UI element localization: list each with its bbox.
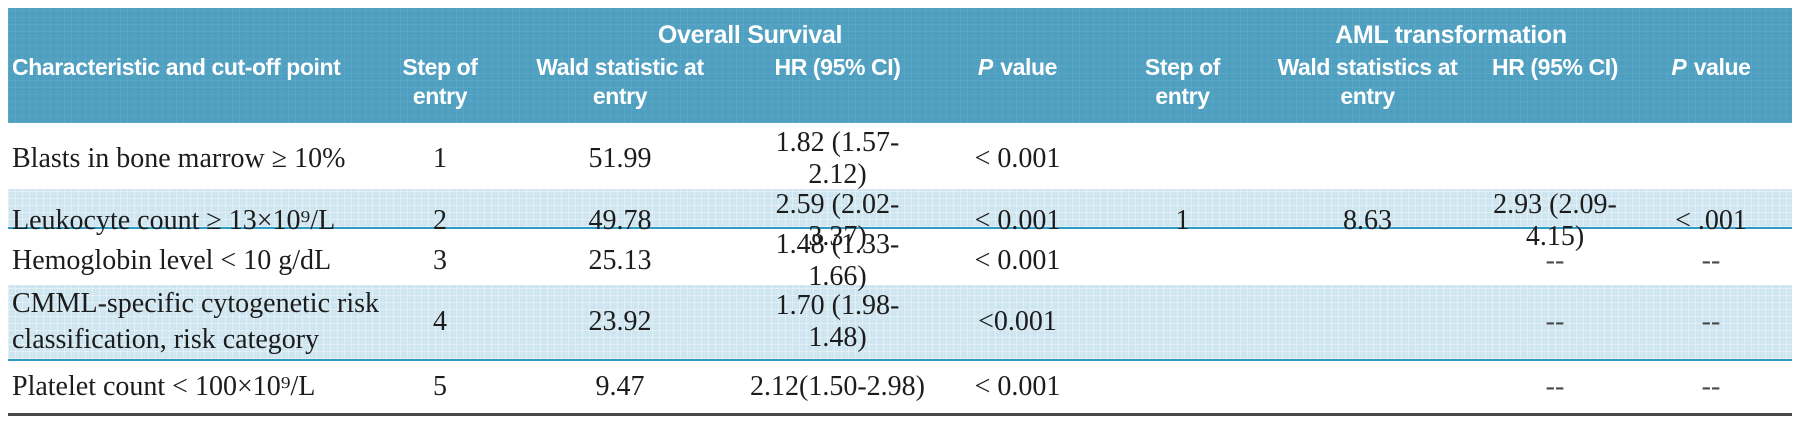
header-os-hr-ci: HR (95% CI) [774,54,901,80]
cell-os-hr: 2.59 (2.02-3.37) [775,189,900,252]
row-characteristic: Platelet count < 100×10⁹/L [12,370,316,402]
group-overall-survival: Overall Survival [657,21,843,49]
row-characteristic: Leukocyte count ≥ 13×10⁹/L [12,204,336,236]
cell-os-p: <0.001 [978,306,1057,337]
table-bottom-rule [8,413,1792,416]
header-aml-hr-ci: HR (95% CI) [1492,54,1618,80]
cell-os-p: < 0.001 [974,245,1061,276]
cell-aml-wald: 8.63 [1343,205,1392,236]
cell-os-p: < 0.001 [974,143,1061,174]
header-os-wald-statistic: Wald statistic at entry [536,54,704,109]
table-row: Hemoglobin level < 10 g/dL 3 25.13 1.48 … [8,229,1792,292]
header-characteristic: Characteristic and cut-off point [12,54,341,80]
cell-aml-p: -- [1701,371,1721,402]
cell-os-hr: 1.70 (1.98-1.48) [775,290,900,353]
row-characteristic: CMML-specific cytogenetic risk classific… [12,287,380,355]
header-os-step-of-entry: Step of entry [402,54,478,109]
cell-os-p: < 0.001 [974,371,1061,402]
header-aml-step-of-entry: Step of entry [1144,54,1221,109]
table-header: Overall Survival AML transformation Char… [8,8,1792,123]
cell-os-step: 2 [433,205,447,236]
cell-aml-p: < .001 [1675,205,1747,236]
cell-os-step: 5 [433,371,447,402]
group-header-row: Overall Survival AML transformation [8,8,1792,50]
cell-aml-hr: -- [1545,371,1565,402]
cell-aml-hr: 2.93 (2.09-4.15) [1493,189,1617,252]
table-row: CMML-specific cytogenetic risk classific… [8,285,1792,361]
cell-os-wald: 49.78 [588,205,652,236]
cell-os-hr: 2.12(1.50-2.98) [750,371,925,402]
cell-aml-hr: -- [1545,306,1565,337]
cell-os-p: < 0.001 [974,205,1061,236]
cell-os-wald: 9.47 [595,371,645,402]
cell-os-step: 4 [433,306,447,337]
row-characteristic: Blasts in bone marrow ≥ 10% [12,142,346,174]
column-header-row: Characteristic and cut-off point Step of… [8,50,1792,123]
header-aml-wald-statistics: Wald statistics at entry [1277,54,1458,109]
cell-os-wald: 25.13 [588,245,652,276]
table-row: Platelet count < 100×10⁹/L 5 9.47 2.12(1… [8,361,1792,413]
cell-os-step: 3 [433,245,447,276]
cell-os-wald: 23.92 [588,306,652,337]
cell-os-hr: 1.82 (1.57-2.12) [775,127,900,190]
row-characteristic: Hemoglobin level < 10 g/dL [12,244,332,276]
table-row: Leukocyte count ≥ 13×10⁹/L 2 49.78 2.59 … [8,189,1792,252]
cell-os-step: 1 [433,143,447,174]
cell-aml-step: 1 [1175,205,1190,236]
cell-aml-p: -- [1701,306,1721,337]
table-row: Blasts in bone marrow ≥ 10% 1 51.99 1.82… [8,123,1792,190]
group-aml-transformation: AML transformation [1335,21,1567,49]
cell-os-wald: 51.99 [588,143,652,174]
cell-os-hr: 1.48 (1.33-1.66) [775,229,900,292]
cell-aml-hr: -- [1545,245,1565,276]
cell-aml-p: -- [1701,245,1721,276]
